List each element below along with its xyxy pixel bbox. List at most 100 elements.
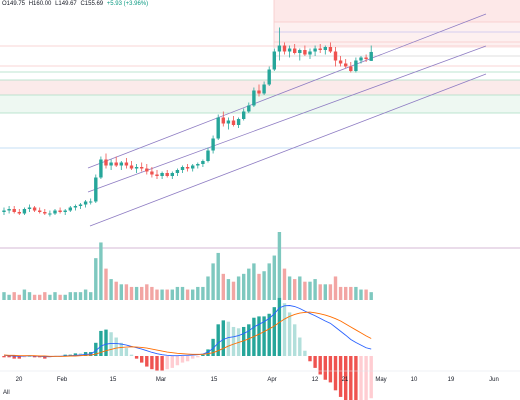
candle-body	[114, 162, 118, 166]
candle-body	[94, 177, 98, 202]
macd-histogram-bar	[323, 356, 327, 380]
candle-body	[119, 162, 123, 166]
macd-histogram-bar	[369, 356, 373, 399]
macd-histogram-bar	[73, 353, 78, 356]
macd-histogram-bar	[134, 356, 139, 359]
candle-body	[140, 167, 144, 169]
volume-bar	[262, 271, 266, 300]
candle-body	[180, 167, 185, 170]
candle-body	[12, 209, 16, 212]
volume-bar	[298, 276, 302, 300]
candle-body	[185, 167, 190, 169]
volume-bar	[328, 284, 333, 300]
volume-bar	[211, 263, 215, 300]
macd-histogram-bar	[354, 356, 358, 400]
macd-histogram-bar	[140, 356, 144, 363]
candle-body	[160, 173, 164, 176]
candle-body	[2, 210, 6, 212]
volume-bar	[12, 292, 16, 300]
volume-bar	[99, 242, 103, 300]
macd-histogram-bar	[160, 356, 164, 371]
candle-body	[63, 210, 67, 212]
volume-bar	[318, 284, 322, 300]
channel-line	[89, 73, 487, 227]
macd-histogram-bar	[231, 326, 236, 356]
macd-histogram-bar	[2, 356, 6, 358]
volume-bar	[369, 292, 373, 300]
volume-bar	[22, 289, 27, 300]
candle-body	[364, 57, 368, 59]
candle-body	[216, 117, 220, 139]
volume-bar	[94, 258, 98, 300]
volume-bar	[247, 268, 251, 300]
macd-histogram-bar	[298, 337, 302, 356]
macd-histogram-bar	[359, 356, 363, 400]
candle-body	[78, 204, 83, 206]
macd-histogram-bar	[12, 356, 16, 359]
change-value: +5.93 (+3.96%)	[106, 1, 149, 7]
open-value: O149.75	[2, 1, 26, 7]
candle-body	[262, 84, 266, 94]
volume-bar	[150, 286, 154, 300]
trend-channel	[87, 13, 487, 227]
candle-body	[191, 165, 195, 169]
volume-bar	[129, 286, 134, 300]
macd-histogram-bar	[104, 329, 108, 356]
x-tick-label: 21	[342, 377, 349, 383]
macd-histogram-bar	[180, 356, 185, 363]
candle-body	[298, 50, 302, 53]
volume-bar	[344, 286, 348, 300]
fibonacci-levels	[0, 0, 520, 249]
volume-bar	[252, 263, 256, 300]
macd-histogram-bar	[333, 356, 338, 391]
candle-body	[22, 209, 27, 214]
range-all-button[interactable]: All	[3, 390, 10, 396]
volume-bar	[303, 281, 307, 300]
volume-bar	[282, 268, 287, 300]
macd-histogram-bar	[145, 356, 149, 367]
volume-bar	[63, 294, 67, 300]
volume-bar	[180, 286, 185, 300]
candle-body	[206, 150, 210, 161]
candle-body	[267, 69, 271, 85]
volume-bar	[175, 286, 180, 300]
macd-histogram-bar	[267, 313, 271, 356]
volume-bar	[119, 284, 123, 300]
volume-bar	[124, 284, 129, 300]
volume-bar	[221, 273, 225, 300]
volume-bar	[231, 281, 236, 300]
volume-bar	[48, 294, 52, 300]
fib-band	[274, 22, 520, 48]
candle-body	[323, 47, 327, 50]
x-tick-label: 15	[211, 377, 218, 383]
macd-histogram-bar	[150, 356, 154, 370]
candle-body	[313, 48, 317, 52]
candle-body	[252, 90, 256, 106]
x-tick-label: 12	[312, 377, 319, 383]
volume-bar	[170, 289, 174, 300]
x-tick-label: 15	[110, 377, 117, 383]
volume-bar	[155, 289, 159, 300]
candle-body	[83, 201, 88, 205]
candle-body	[369, 51, 373, 61]
volume-bar	[83, 289, 88, 300]
volume-bar	[364, 289, 368, 300]
x-tick-label: 10	[411, 377, 418, 383]
macd-histogram-bar	[170, 356, 174, 368]
macd-histogram-bar	[17, 356, 21, 359]
volume-bar	[242, 273, 246, 300]
macd-histogram-bar	[277, 297, 282, 356]
close-value: C155.69	[80, 1, 104, 7]
macd-histogram-bar	[262, 316, 266, 356]
candle-body	[287, 48, 292, 52]
candle-body	[257, 90, 261, 94]
volume-bar	[185, 289, 190, 300]
candle-body	[124, 162, 129, 166]
macd-histogram-bar	[165, 356, 169, 370]
volume-bar	[293, 279, 297, 300]
macd-histogram-bar	[114, 337, 118, 356]
volume-bar	[73, 292, 78, 300]
volume-histogram	[2, 232, 373, 300]
volume-bar	[89, 292, 93, 300]
